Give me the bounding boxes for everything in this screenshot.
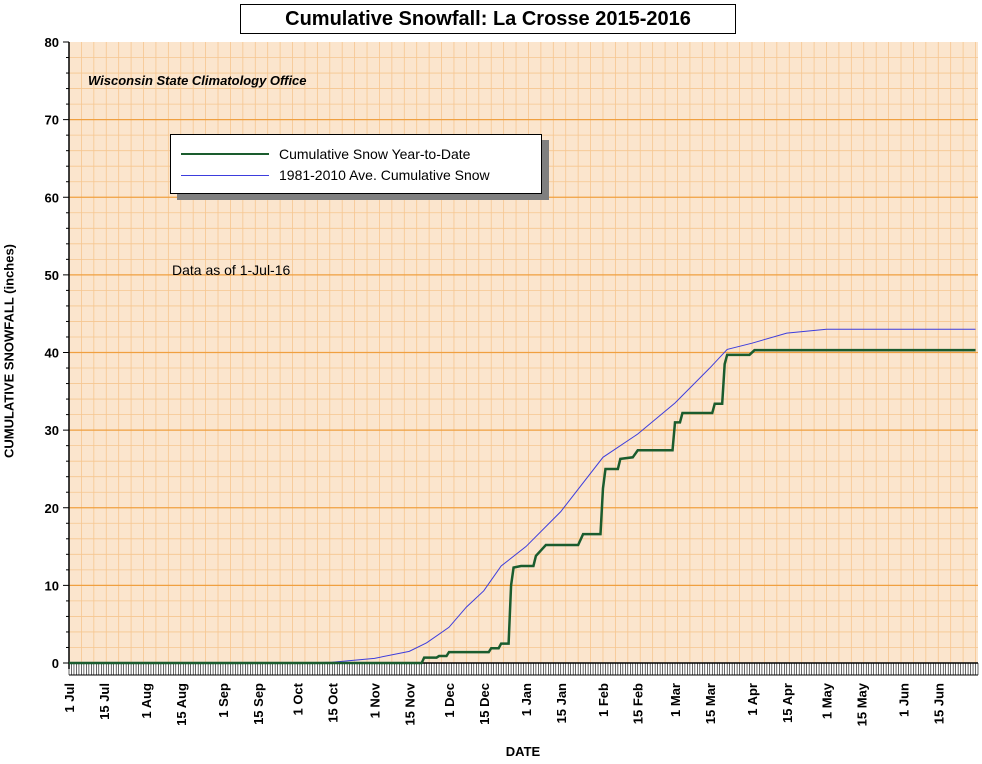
series-line-average [69, 328, 976, 664]
x-tick-label: 1 Mar [668, 683, 683, 717]
x-tick-label: 15 Nov [402, 682, 417, 725]
x-tick-label: 15 Sep [251, 683, 266, 725]
x-tick-label: 15 Dec [477, 683, 492, 725]
x-tick-label: 1 Dec [442, 683, 457, 718]
x-tick-label: 15 Jul [97, 683, 112, 720]
legend-item-ytd: Cumulative Snow Year-to-Date [181, 144, 470, 164]
y-axis-label: CUMULATIVE SNOWFALL (inches) [1, 243, 17, 459]
axes [63, 41, 979, 676]
x-tick-label: 15 May [854, 682, 869, 726]
legend: Cumulative Snow Year-to-Date 1981-2010 A… [170, 134, 542, 194]
x-axis-label: DATE [505, 744, 541, 759]
series-line-year-to-date [69, 348, 976, 665]
data-date-note: Data as of 1-Jul-16 [172, 262, 291, 278]
x-tick-label: 1 Nov [367, 682, 382, 718]
y-tick-label: 70 [45, 113, 59, 128]
y-tick-label: 20 [45, 501, 59, 516]
x-tick-label: 1 Jun [896, 683, 911, 717]
x-tick-label: 15 Jan [554, 683, 569, 724]
x-tick-label: 15 Mar [703, 683, 718, 724]
y-tick-label: 10 [45, 578, 59, 593]
series-lines [69, 328, 976, 665]
x-tick-label: 1 Sep [216, 683, 231, 718]
x-tick-label: 1 Apr [745, 683, 760, 716]
x-tick-label: 1 Jan [519, 683, 534, 716]
legend-item-average: 1981-2010 Ave. Cumulative Snow [181, 165, 490, 185]
x-tick-label: 15 Oct [325, 682, 340, 722]
tick-labels: 0 10 20 30 40 50 60 70 80 1 Jul 15 Jul 1 Aug 15 Aug 1… [45, 35, 947, 726]
x-tick-label: 1 Oct [290, 682, 305, 715]
legend-swatch-average [181, 174, 269, 176]
x-tick-label: 1 Feb [596, 683, 611, 717]
x-tick-label: 1 Aug [139, 683, 154, 719]
legend-label-average: 1981-2010 Ave. Cumulative Snow [279, 167, 490, 183]
y-tick-label: 80 [45, 35, 59, 50]
x-tick-label: 15 Feb [631, 683, 646, 724]
legend-swatch-ytd [181, 153, 269, 155]
x-tick-label: 1 May [820, 682, 835, 719]
x-tick-label: 15 Jun [931, 683, 946, 724]
x-tick-label: 15 Aug [174, 683, 189, 726]
y-tick-label: 60 [45, 190, 59, 205]
y-tick-label: 30 [45, 423, 59, 438]
chart-title: Cumulative Snowfall: La Crosse 2015-2016 [240, 4, 736, 34]
x-tick-label: 1 Jul [62, 683, 77, 713]
chart-subtitle: Wisconsin State Climatology Office [88, 73, 307, 88]
x-tick-label: 15 Apr [780, 683, 795, 723]
y-tick-label: 40 [45, 346, 59, 361]
y-tick-label: 50 [45, 268, 59, 283]
legend-label-ytd: Cumulative Snow Year-to-Date [279, 146, 471, 162]
y-tick-label: 0 [52, 656, 59, 671]
